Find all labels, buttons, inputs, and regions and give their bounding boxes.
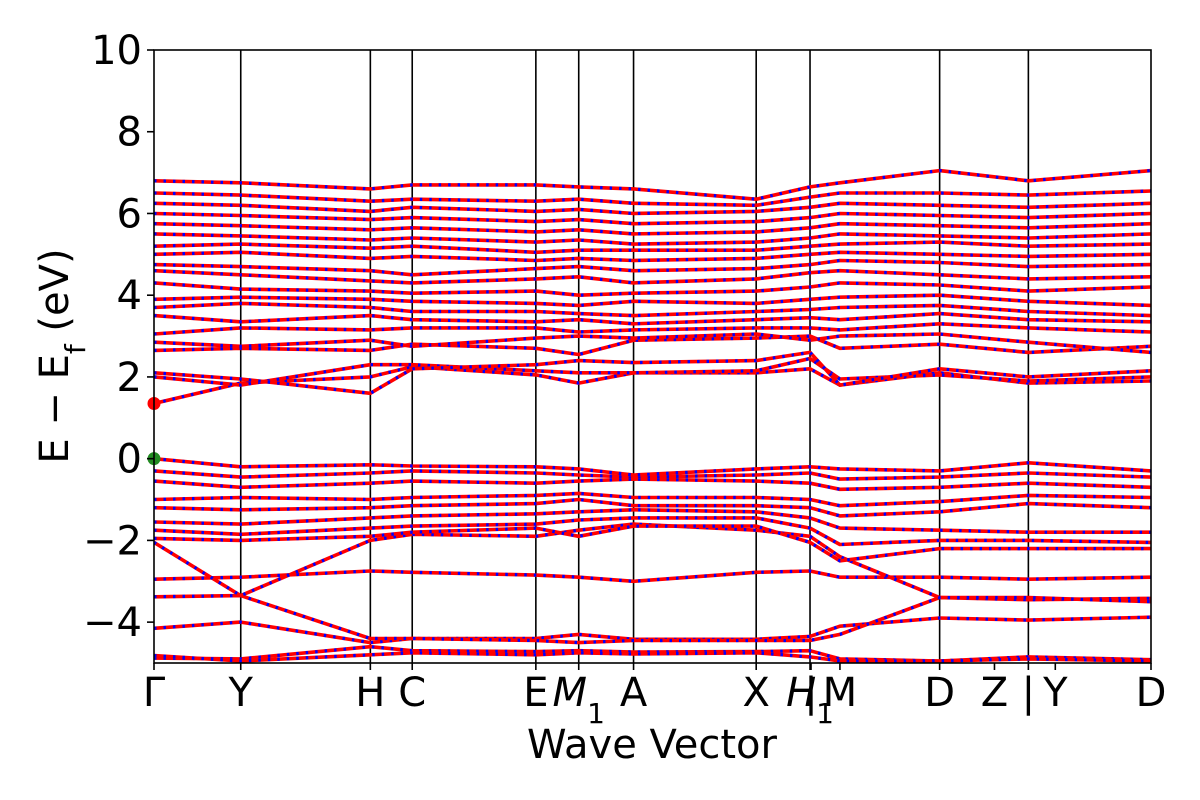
y-axis-title-sub: f bbox=[59, 343, 92, 354]
band-up-29 bbox=[154, 221, 1151, 236]
band-up-6 bbox=[154, 524, 1151, 563]
y-tick-label-6: −2 bbox=[83, 518, 142, 564]
band-up-26 bbox=[154, 250, 1151, 263]
x-tick-label-15: D bbox=[1136, 670, 1167, 716]
y-tick-label-3: 4 bbox=[117, 273, 142, 319]
band-up-22 bbox=[154, 293, 1151, 308]
band-up-25 bbox=[154, 258, 1151, 277]
x-axis-ticks: Γ Y H C E M1 A X H1| M D Z | Y D bbox=[143, 663, 1167, 730]
y-tick-label-5: 0 bbox=[117, 437, 142, 483]
y-tick-label-1: 8 bbox=[117, 110, 142, 156]
y-axis-ticks: 10 8 6 4 2 0 −2 −4 bbox=[83, 28, 154, 646]
bands bbox=[154, 168, 1151, 663]
band-up-13 bbox=[154, 456, 1151, 477]
band-up-31 bbox=[154, 201, 1151, 216]
x-axis-title: Wave Vector bbox=[527, 722, 778, 768]
band-up-19 bbox=[154, 322, 1151, 336]
x-tick-label-11: D bbox=[924, 670, 955, 716]
y-tick-label-7: −4 bbox=[83, 600, 142, 646]
band-up-11 bbox=[154, 477, 1151, 492]
x-tick-label-12: Z bbox=[981, 670, 1008, 716]
band-down-17 bbox=[154, 334, 1151, 357]
band-down-16 bbox=[154, 350, 1151, 395]
plot-frame bbox=[153, 49, 1152, 664]
y-tick-label-0: 10 bbox=[91, 28, 142, 74]
band-up-10 bbox=[154, 491, 1151, 508]
band-up-28 bbox=[154, 232, 1151, 246]
x-tick-label-0: Γ bbox=[143, 670, 166, 716]
band-down-33 bbox=[154, 168, 1151, 201]
y-axis-title-main: E − E bbox=[32, 354, 78, 464]
x-tick-label-7: X bbox=[742, 670, 769, 716]
x-tick-label-9: | bbox=[804, 670, 817, 716]
x-tick-label-5: M1 bbox=[553, 670, 605, 730]
x-tick-label-13: | bbox=[1022, 670, 1035, 716]
x-tick-label-1: Y bbox=[228, 670, 254, 716]
band-up-9 bbox=[154, 497, 1151, 518]
y-tick-label-2: 6 bbox=[117, 191, 142, 237]
band-up-18 bbox=[154, 332, 1151, 355]
y-axis-title: E − Ef (eV) bbox=[32, 248, 92, 463]
band-up-5 bbox=[154, 522, 1151, 604]
y-axis-title-unit: (eV) bbox=[32, 248, 78, 344]
x-tick-label-8: H1 bbox=[786, 670, 834, 730]
band-up-20 bbox=[154, 311, 1151, 326]
band-up-23 bbox=[154, 281, 1151, 297]
band-up-7 bbox=[154, 516, 1151, 547]
x-tick-label-10: M bbox=[823, 670, 858, 716]
band-down-5 bbox=[154, 522, 1151, 604]
x-tick-label-14: Y bbox=[1042, 670, 1068, 716]
x-tick-label-2: H bbox=[355, 670, 385, 716]
band-up-4 bbox=[154, 569, 1151, 584]
y-tick-label-4: 2 bbox=[117, 355, 142, 401]
band-up-24 bbox=[154, 268, 1151, 285]
band-up-32 bbox=[154, 189, 1151, 208]
band-up-8 bbox=[154, 508, 1151, 534]
band-up-15 bbox=[154, 356, 1151, 387]
band-up-27 bbox=[154, 240, 1151, 255]
band-up-21 bbox=[154, 301, 1151, 318]
x-tick-label-6: A bbox=[620, 670, 648, 716]
band-down-2 bbox=[154, 615, 1151, 645]
x-tick-label-4: E bbox=[523, 670, 548, 716]
band-up-12 bbox=[154, 469, 1151, 481]
band-up-30 bbox=[154, 211, 1151, 226]
high-symmetry-lines bbox=[239, 50, 1030, 663]
band-up-1 bbox=[154, 651, 1151, 663]
x-tick-label-3: C bbox=[398, 670, 426, 716]
